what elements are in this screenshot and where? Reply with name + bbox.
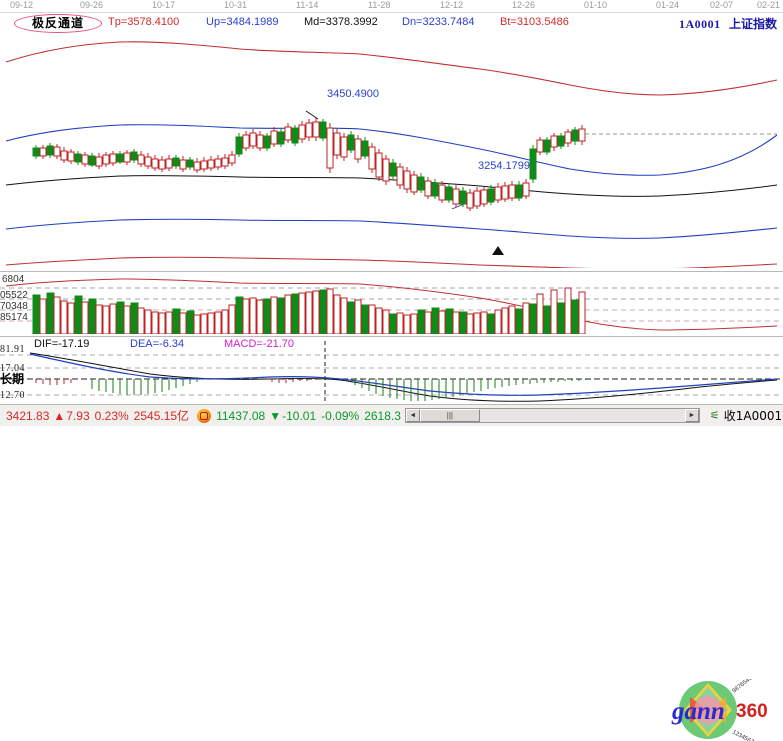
status-up-arrow-icon: ▲ — [53, 408, 66, 423]
scroll-thumb[interactable]: ||| — [419, 409, 480, 422]
indicator-value-up[interactable]: Up=3484.1989 — [206, 16, 279, 28]
date-tick: 11-28 — [368, 0, 391, 10]
status-index-value: 3421.83 — [6, 408, 50, 423]
volume-axis-label: 05522 — [0, 290, 28, 301]
date-tick: 02-07 — [710, 0, 734, 10]
date-tick: 11-14 — [296, 0, 319, 10]
status-index-percent: 0.23% — [94, 408, 129, 423]
macd-dif-value[interactable]: DIF=-17.19 — [34, 338, 90, 350]
price-chart-panel[interactable]: 3450.4900 3254.1799 — [0, 33, 783, 268]
gann360-watermark-logo: gann 360 9876543210 1234567890 — [660, 679, 778, 741]
band-tp-line — [5, 41, 778, 96]
macd-axis-label: 81.91 — [0, 344, 25, 355]
horizontal-scrollbar[interactable]: ◄ ||| ► — [404, 408, 700, 423]
date-tick: 01-24 — [656, 0, 680, 10]
status-index-change: 7.93 — [66, 408, 90, 423]
volume-panel[interactable]: 6804 05522 70348 85174 — [0, 271, 783, 335]
macd-axis-label: 17.04 — [0, 363, 25, 374]
volume-ma-line — [5, 278, 778, 331]
date-tick: 09-26 — [80, 0, 104, 10]
macd-histogram — [35, 379, 587, 401]
volume-axis-label: 85174 — [0, 312, 28, 323]
candlestick-series — [32, 118, 586, 211]
watermark-text-main: gann — [671, 698, 725, 725]
date-tick: 12-12 — [440, 0, 464, 10]
antenna-icon: ⚟ — [709, 409, 720, 422]
volume-bars — [32, 287, 586, 334]
indicator-value-md[interactable]: Md=3378.3992 — [304, 16, 378, 28]
watermark-text-num: 360 — [736, 701, 768, 722]
date-tick: 12-26 — [512, 0, 536, 10]
status-down-arrow-icon: ▼ — [269, 408, 282, 423]
scroll-right-button[interactable]: ► — [684, 409, 699, 422]
date-tick: 01-10 — [584, 0, 608, 10]
axis-divider — [0, 12, 783, 13]
volume-axis-label: 6804 — [2, 274, 25, 285]
date-tick: 02-21 — [757, 0, 781, 10]
volume-axis-label: 70348 — [0, 301, 28, 312]
ticker-label[interactable]: 1A0001 上证指数 — [679, 15, 777, 32]
macd-macd-value[interactable]: MACD=-21.70 — [224, 338, 295, 350]
band-bt-line — [5, 256, 778, 268]
price-annotation-upper: 3450.4900 — [327, 88, 379, 100]
date-tick: 09-12 — [10, 0, 34, 10]
status-index2-change: -10.01 — [282, 408, 317, 423]
status-mode-text: 收1A0001日线 — [723, 409, 783, 423]
date-tick: 10-17 — [152, 0, 176, 10]
price-chart-svg — [5, 41, 778, 268]
status-index-turnover: 2545.15亿 — [133, 409, 190, 423]
ticker-name: 上证指数 — [728, 17, 777, 31]
annotation-leader-upper — [305, 110, 319, 120]
macd-dea-value[interactable]: DEA=-6.34 — [130, 338, 185, 350]
macd-axis-label: 12.70 — [0, 390, 25, 401]
status-bar: 3421.83 ▲ 7.93 0.23% 2545.15亿 11437.08 ▼… — [0, 404, 783, 426]
indicator-header: 极反通道 Tp=3578.4100 Up=3484.1989 Md=3378.3… — [0, 14, 783, 33]
indicator-value-bt[interactable]: Bt=3103.5486 — [500, 16, 569, 28]
volume-chart-svg — [0, 278, 783, 334]
date-tick: 10-31 — [224, 0, 248, 10]
marker-triangle-icon — [492, 246, 504, 255]
macd-overlay-label: 长期 — [0, 372, 25, 386]
status-index2-turnover: 2618.3 — [364, 408, 401, 423]
status-mode-group[interactable]: ⚟ 收1A0001日线 — [710, 407, 783, 424]
scroll-left-button[interactable]: ◄ — [405, 409, 420, 422]
market-badge-icon — [197, 408, 212, 423]
indicator-value-dn[interactable]: Dn=3233.7484 — [402, 16, 475, 28]
band-md-line — [5, 175, 778, 197]
status-index2-percent: -0.09% — [321, 408, 360, 423]
svg-text:9876543210: 9876543210 — [732, 679, 763, 695]
indicator-name-badge[interactable]: 极反通道 — [14, 14, 102, 33]
band-up-line — [5, 124, 778, 176]
svg-text:1234567890: 1234567890 — [731, 729, 764, 741]
macd-panel[interactable]: DIF=-17.19 DEA=-6.34 MACD=-21.70 — [0, 336, 783, 741]
price-annotation-lower: 3254.1799 — [478, 160, 530, 172]
indicator-value-tp[interactable]: Tp=3578.4100 — [108, 16, 180, 28]
band-dn-line — [5, 218, 778, 239]
indicator-name-label: 极反通道 — [31, 16, 84, 30]
ticker-code: 1A0001 — [678, 17, 721, 31]
scroll-track[interactable] — [480, 409, 685, 422]
status-index2-value: 11437.08 — [216, 408, 266, 423]
date-axis: 09-12 09-26 10-17 10-31 11-14 11-28 12-1… — [0, 0, 783, 13]
macd-chart-svg — [0, 341, 783, 405]
